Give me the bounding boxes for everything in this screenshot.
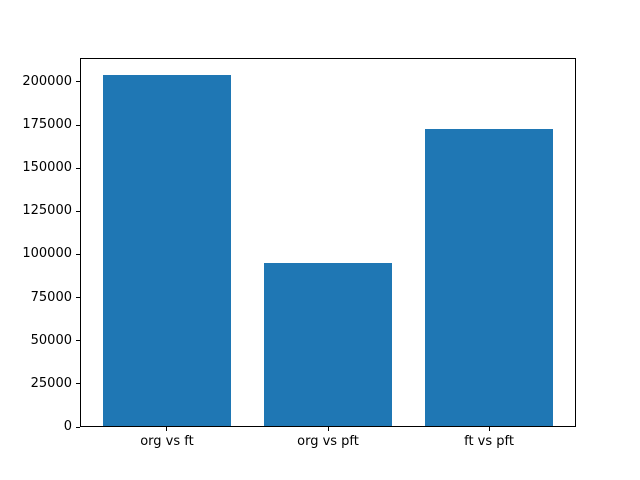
- y-tick-mark: [76, 297, 80, 299]
- y-tick-label: 100000: [22, 246, 72, 262]
- y-tick-label: 50000: [30, 332, 72, 348]
- bar-org-vs-ft: [102, 75, 232, 427]
- y-tick-mark: [76, 124, 80, 126]
- x-tick-label-ft-vs-pft: ft vs pft: [464, 434, 514, 449]
- y-tick-label: 175000: [22, 117, 72, 133]
- y-tick-mark: [76, 426, 80, 428]
- y-tick-label: 25000: [30, 375, 72, 391]
- y-tick-label: 125000: [22, 203, 72, 219]
- y-tick-mark: [76, 253, 80, 255]
- y-tick-mark: [76, 81, 80, 83]
- bar-org-vs-pft: [263, 263, 393, 427]
- x-tick-mark: [166, 427, 168, 431]
- y-tick-label: 150000: [22, 160, 72, 176]
- x-tick-label-org-vs-ft: org vs ft: [140, 434, 194, 449]
- y-tick-mark: [76, 210, 80, 212]
- x-tick-mark: [327, 427, 329, 431]
- y-tick-mark: [76, 383, 80, 385]
- y-tick-label: 75000: [30, 289, 72, 305]
- x-tick-mark: [488, 427, 490, 431]
- y-tick-label: 200000: [22, 73, 72, 89]
- y-tick-mark: [76, 167, 80, 169]
- x-tick-label-org-vs-pft: org vs pft: [297, 434, 359, 449]
- y-tick-label: 0: [63, 419, 72, 434]
- bar-ft-vs-pft: [424, 129, 554, 427]
- y-tick-mark: [76, 340, 80, 342]
